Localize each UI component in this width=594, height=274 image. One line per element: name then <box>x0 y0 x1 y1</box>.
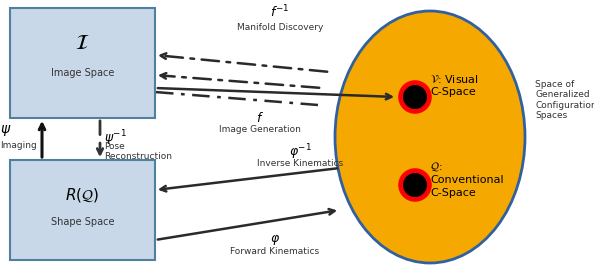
Circle shape <box>398 80 432 114</box>
Text: Imaging: Imaging <box>0 141 37 150</box>
Circle shape <box>403 85 427 109</box>
Circle shape <box>403 173 427 197</box>
Text: Reconstruction: Reconstruction <box>104 152 172 161</box>
Text: Image Space: Image Space <box>51 68 114 78</box>
Text: $\psi$: $\psi$ <box>0 124 11 138</box>
Text: Inverse Kinematics: Inverse Kinematics <box>257 159 343 169</box>
Circle shape <box>398 168 432 202</box>
Text: $\varphi^{-1}$: $\varphi^{-1}$ <box>289 142 311 162</box>
Text: Manifold Discovery: Manifold Discovery <box>237 22 323 32</box>
Text: Image Generation: Image Generation <box>219 125 301 135</box>
Text: C-Space: C-Space <box>430 188 476 198</box>
Text: Space of
Generalized
Configuration
Spaces: Space of Generalized Configuration Space… <box>535 80 594 120</box>
Text: Forward Kinematics: Forward Kinematics <box>230 247 320 256</box>
Text: Pose: Pose <box>104 142 125 151</box>
Bar <box>10 8 155 118</box>
Text: $\psi^{-1}$: $\psi^{-1}$ <box>104 128 127 148</box>
Text: $\varphi$: $\varphi$ <box>270 233 280 247</box>
Text: $R(\mathcal{Q})$: $R(\mathcal{Q})$ <box>65 186 100 204</box>
Text: Conventional: Conventional <box>430 175 504 185</box>
Text: C-Space: C-Space <box>430 87 476 97</box>
Ellipse shape <box>335 11 525 263</box>
Text: Shape Space: Shape Space <box>50 217 114 227</box>
Text: $f^{-1}$: $f^{-1}$ <box>270 4 290 20</box>
Bar <box>10 160 155 260</box>
Text: $\mathcal{Q}$:: $\mathcal{Q}$: <box>430 161 443 173</box>
Text: $f$: $f$ <box>256 111 264 125</box>
Text: $\mathcal{I}$: $\mathcal{I}$ <box>75 33 90 53</box>
Text: $\mathcal{V}$: Visual: $\mathcal{V}$: Visual <box>430 73 479 85</box>
